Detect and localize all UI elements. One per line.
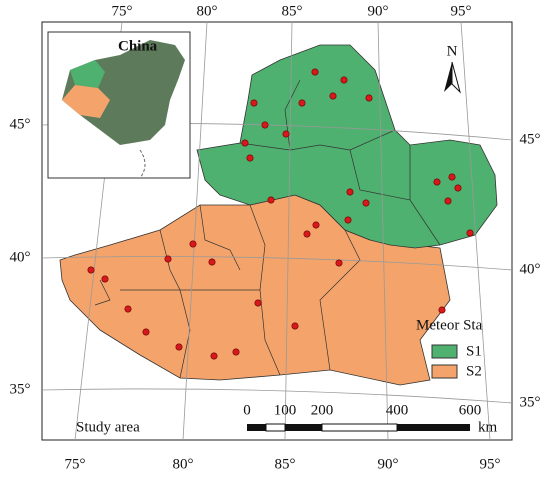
county-borders <box>94 79 441 379</box>
graticule-label: 45° <box>520 131 541 147</box>
graticule-label: 40° <box>10 249 31 265</box>
inset-title: China <box>118 38 158 54</box>
graticule-label: 85° <box>275 456 296 472</box>
graticule-label: 75° <box>112 3 133 19</box>
scale-bar <box>247 423 470 432</box>
graticule-label: 75° <box>65 456 86 472</box>
graticule-label: 35° <box>10 381 31 397</box>
north-label: N <box>447 43 458 59</box>
scale-tick-label: 100 <box>274 402 297 418</box>
graticule-label: 90° <box>378 456 399 472</box>
stations <box>87 68 474 360</box>
graticule-label: 40° <box>520 261 541 277</box>
graticule-label: 45° <box>10 116 31 132</box>
graticule-label: 35° <box>520 394 541 410</box>
graticule-label: 80° <box>173 456 194 472</box>
north-arrow: N <box>444 43 461 94</box>
graticule-label: 80° <box>197 3 218 19</box>
legend-item: S2 <box>466 363 482 379</box>
graticule-label: 85° <box>282 3 303 19</box>
area-label: Study area <box>76 419 140 435</box>
scale-tick-label: 400 <box>386 402 409 418</box>
legend: Meteor Sta S1 S2 <box>416 306 483 379</box>
graticule-label: 90° <box>368 3 389 19</box>
graticule-label: 95° <box>451 3 472 19</box>
scale-tick-label: 600 <box>459 402 482 418</box>
scale-tick-label: 0 <box>243 402 251 418</box>
legend-item: S1 <box>466 343 482 359</box>
graticule-label: 95° <box>480 456 501 472</box>
scale-unit: km <box>478 419 498 435</box>
inset-map: China <box>47 31 191 179</box>
scale-tick-label: 200 <box>311 402 334 418</box>
legend-title: Meteor Sta <box>416 317 483 333</box>
